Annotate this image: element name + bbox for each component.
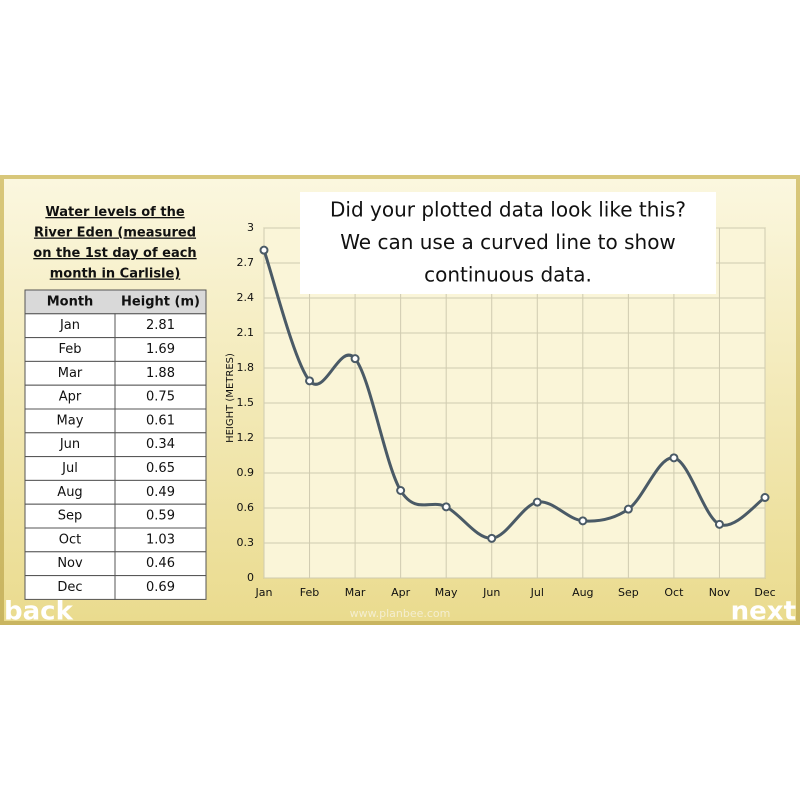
y-tick-label: 2.1 (237, 326, 255, 339)
table-value: 0.65 (146, 461, 175, 476)
callout-text: We can use a curved line to show (340, 230, 676, 254)
x-tick-label: Jul (530, 586, 544, 599)
data-point (396, 486, 406, 495)
next-button[interactable]: next (731, 597, 796, 627)
x-tick-label: Apr (391, 586, 411, 599)
table-title: Water levels of the River Eden (measured o… (33, 205, 196, 282)
data-point (760, 493, 770, 502)
x-tick-label: Feb (300, 586, 319, 599)
y-axis-label: HEIGHT (METRES) (225, 353, 236, 443)
x-tick-label: Dec (754, 586, 775, 599)
table-value: 1.69 (146, 342, 175, 357)
data-point (350, 354, 360, 364)
y-tick-label: 0.3 (237, 536, 255, 549)
table-month: Aug (57, 485, 82, 500)
table-month: Nov (57, 556, 83, 571)
y-tick-label: 0.6 (237, 501, 255, 514)
x-tick-label: Jan (255, 586, 273, 599)
table-month: Jan (59, 318, 80, 333)
website: www.planbee.com (350, 607, 451, 620)
y-tick-label: 1.8 (237, 361, 255, 374)
table-header: Height (m) (121, 294, 200, 309)
table-month: Sep (58, 509, 83, 524)
table-month: May (57, 413, 84, 428)
data-point (669, 453, 679, 463)
table-value: 0.69 (146, 580, 175, 595)
back-button[interactable]: back (4, 597, 74, 627)
data-point (441, 502, 451, 512)
data-point (623, 504, 633, 514)
data-point (578, 516, 588, 526)
x-tick-label: Nov (709, 586, 731, 599)
table-value: 0.61 (146, 413, 175, 428)
table-month: Feb (58, 342, 81, 357)
y-tick-label: 3 (247, 221, 254, 234)
callout-text: continuous data. (424, 263, 592, 287)
x-tick-label: Aug (572, 586, 593, 599)
table-value: 1.88 (146, 366, 175, 381)
table-month: Jun (59, 437, 80, 452)
table-header: Month (47, 294, 94, 309)
y-tick-label: 0 (247, 571, 254, 584)
table-value: 0.59 (146, 509, 175, 524)
table-month: Dec (57, 580, 82, 595)
table-month: Mar (58, 366, 83, 381)
y-tick-label: 2.4 (237, 291, 255, 304)
x-tick-label: May (435, 586, 458, 599)
x-tick-label: Oct (664, 586, 684, 599)
x-tick-label: Jun (482, 586, 500, 599)
y-tick-label: 0.9 (237, 466, 255, 479)
data-point (532, 497, 542, 507)
table-value: 1.03 (146, 532, 175, 547)
table-value: 0.49 (146, 485, 175, 500)
x-tick-label: Mar (345, 586, 366, 599)
table-value: 0.75 (146, 390, 175, 405)
y-tick-label: 2.7 (237, 256, 255, 269)
table-value: 0.46 (146, 556, 175, 571)
table-month: Oct (59, 532, 81, 547)
data-point (487, 533, 497, 543)
table-cell (114, 575, 207, 600)
callout-text: Did your plotted data look like this? (330, 198, 686, 222)
table-value: 2.81 (146, 318, 175, 333)
data-point (714, 519, 724, 529)
table-month: Jul (61, 461, 78, 476)
x-tick-label: Sep (618, 586, 639, 599)
data-point (305, 376, 315, 386)
y-tick-label: 1.2 (237, 431, 255, 444)
callout-box (300, 192, 716, 294)
data-point (259, 245, 269, 255)
table-month: Apr (59, 390, 82, 405)
table-value: 0.34 (146, 437, 175, 452)
y-tick-label: 1.5 (237, 396, 255, 409)
